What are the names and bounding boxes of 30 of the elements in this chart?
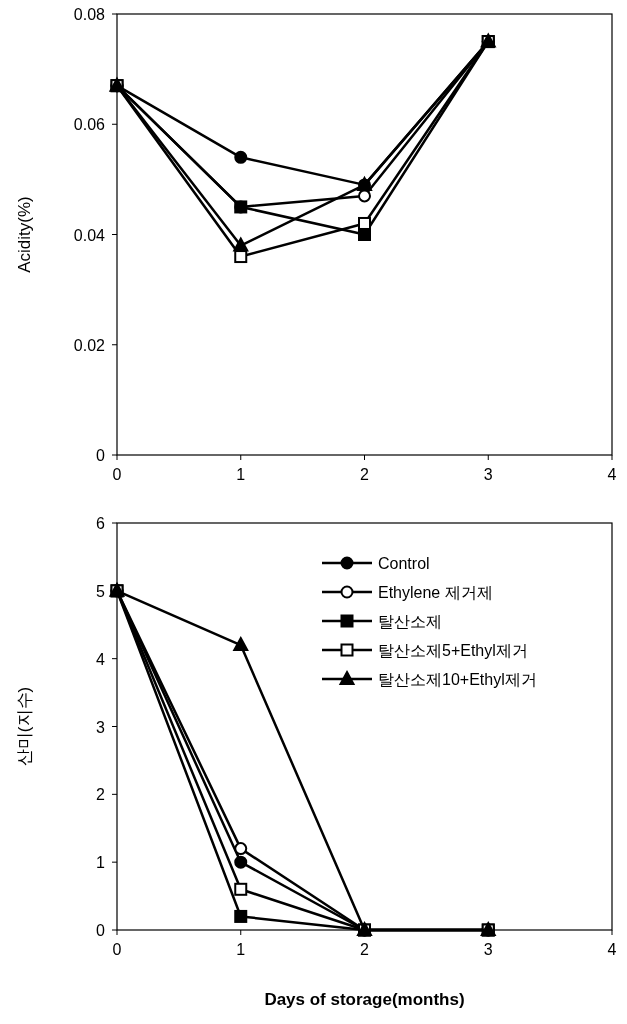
- y-tick-label: 0.06: [73, 116, 106, 134]
- x-tick-label: 1: [236, 466, 246, 483]
- legend-label: 탈산소제5+Ethyl제거: [378, 642, 528, 659]
- y-tick-label: 0.08: [73, 6, 106, 23]
- y-axis-title: 산미(지수): [15, 686, 34, 767]
- y-tick-label: 0: [96, 447, 106, 464]
- y-tick-label: 6: [96, 515, 106, 532]
- legend-label: 탈산소제10+Ethyl제거: [378, 671, 537, 688]
- x-tick-label: 0: [112, 941, 122, 958]
- legend-label: Control: [378, 555, 430, 572]
- x-tick-label: 0: [112, 466, 122, 483]
- x-tick-label: 4: [607, 466, 617, 483]
- y-tick-label: 0.04: [73, 226, 106, 244]
- x-tick-label: 3: [483, 466, 493, 483]
- y-tick-label: 4: [96, 650, 106, 668]
- x-tick-label: 2: [360, 941, 370, 958]
- x-tick-label: 4: [607, 941, 617, 958]
- y-axis-title: Acidity(%): [15, 196, 34, 273]
- y-tick-label: 5: [96, 582, 106, 600]
- y-tick-label: 0: [96, 922, 106, 939]
- legend-label: Ethylene 제거제: [378, 584, 493, 601]
- y-tick-label: 0.02: [73, 336, 106, 354]
- x-axis-title: Days of storage(months): [264, 990, 465, 1009]
- x-tick-label: 3: [483, 941, 493, 958]
- y-tick-label: 3: [96, 718, 106, 736]
- x-tick-label: 2: [360, 466, 370, 483]
- x-tick-label: 1: [236, 941, 246, 958]
- y-tick-label: 2: [96, 786, 106, 804]
- y-tick-label: 1: [96, 854, 106, 872]
- legend-label: 탈산소제: [378, 613, 442, 630]
